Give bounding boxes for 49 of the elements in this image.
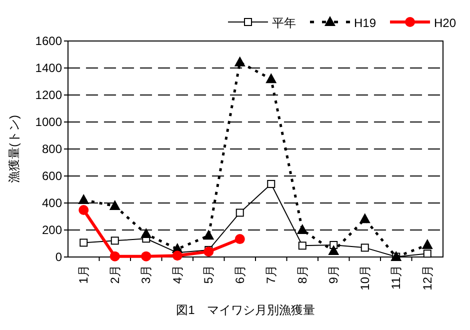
point [204,246,214,257]
y-tick-label: 600 [42,169,62,183]
y-tick-label: 1600 [35,34,62,48]
y-tick-label: 800 [42,142,62,156]
point [109,200,120,210]
point [423,250,432,258]
point [80,238,88,247]
point [78,194,90,204]
point [267,180,276,188]
point [296,224,308,234]
y-tick-label: 200 [42,223,62,237]
point [328,245,340,256]
point [236,208,244,217]
y-tick-label: 1000 [35,115,62,129]
x-tick-label: 3月 [139,265,154,284]
x-tick-label: 6月 [232,265,247,284]
point [110,251,120,262]
x-tick-label: 2月 [108,265,122,284]
point [298,242,306,250]
point [359,213,370,224]
point [78,205,89,216]
point [422,238,433,249]
x-tick-label: 10月 [358,265,372,290]
legend-label: 平年 [272,16,296,30]
point [141,251,152,262]
x-tick-label: 12月 [420,265,434,290]
x-tick-label: 8月 [295,265,310,284]
point [234,56,246,66]
point [266,73,277,84]
point [203,230,214,240]
x-tick-label: 4月 [170,265,184,284]
point [140,228,152,238]
y-tick-label: 0 [55,250,62,264]
x-tick-label: 1月 [76,265,91,284]
x-tick-label: 5月 [202,265,216,284]
legend-label: H20 [434,16,456,30]
point [234,234,245,244]
y-axis-title: 漁獲量(トン) [7,115,21,183]
point [360,244,369,252]
x-tick-label: 7月 [264,265,278,284]
point [110,236,119,245]
legend-label: H19 [354,16,376,30]
y-tick-label: 1200 [35,88,62,102]
point [172,250,182,261]
x-tick-label: 11月 [389,265,404,290]
text: 図1 マイワシ月別漁獲量 [176,303,315,317]
x-tick-label: 9月 [326,265,341,284]
y-tick-label: 400 [42,196,62,210]
y-tick-label: 1400 [35,61,62,75]
